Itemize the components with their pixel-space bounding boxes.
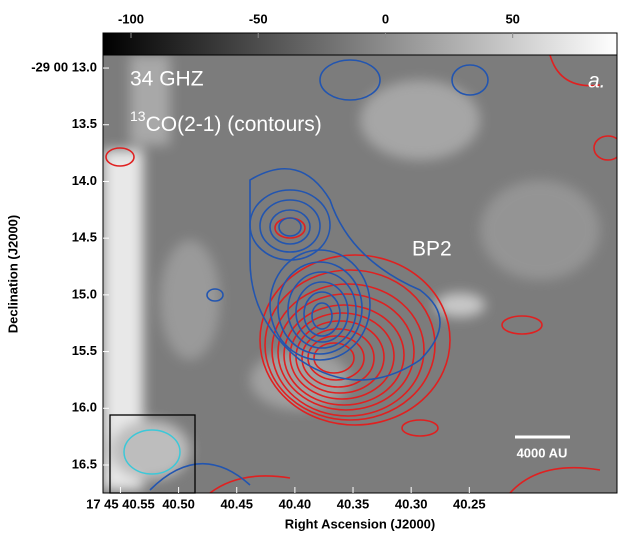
y-axis-label: Declination (J2000) [5,215,20,334]
y-tick-label: 16.5 [72,456,97,471]
image [103,55,617,493]
y-tick-label: 15.5 [72,343,97,358]
y-tick-label: 13.5 [72,116,97,131]
scale-bar-label: 4000 AU [517,445,568,460]
x-tick-label: 40.25 [453,496,486,511]
beam [123,429,181,475]
y-tick-label: 14.0 [72,173,97,188]
x-tick-label: 40.30 [395,496,428,511]
x-tick-label: 40.45 [220,496,253,511]
contour-label: 13CO(2-1) (contours) [130,108,322,136]
y-tick-label: 14.5 [72,230,97,245]
beam-box [109,414,196,494]
colorbar-tick-label: 0 [382,11,389,26]
colorbar-tick-label: 50 [505,11,519,26]
band-label: 34 GHZ [130,68,204,91]
y-tick-label: 16.0 [72,400,97,415]
plot-frame [102,54,618,494]
x-tick-label: 40.35 [337,496,370,511]
x-tick-label: 40.50 [162,496,195,511]
contour-label-sup: 13 [130,108,146,124]
colorbar [102,32,618,56]
x-axis-label: Right Ascension (J2000) [285,516,436,531]
colorbar-tick-label: -100 [118,11,144,26]
colorbar-tick-label: -50 [249,11,268,26]
y-tick-label: 15.0 [72,286,97,301]
source-label: BP2 [412,238,452,261]
x-tick-label: 17 45 40.55 [86,496,155,511]
panel-label: a. [588,70,606,93]
x-tick-label: 40.40 [279,496,312,511]
y-tick-label: -29 00 13.0 [31,59,97,74]
contour-label-text: CO(2-1) (contours) [146,113,322,136]
